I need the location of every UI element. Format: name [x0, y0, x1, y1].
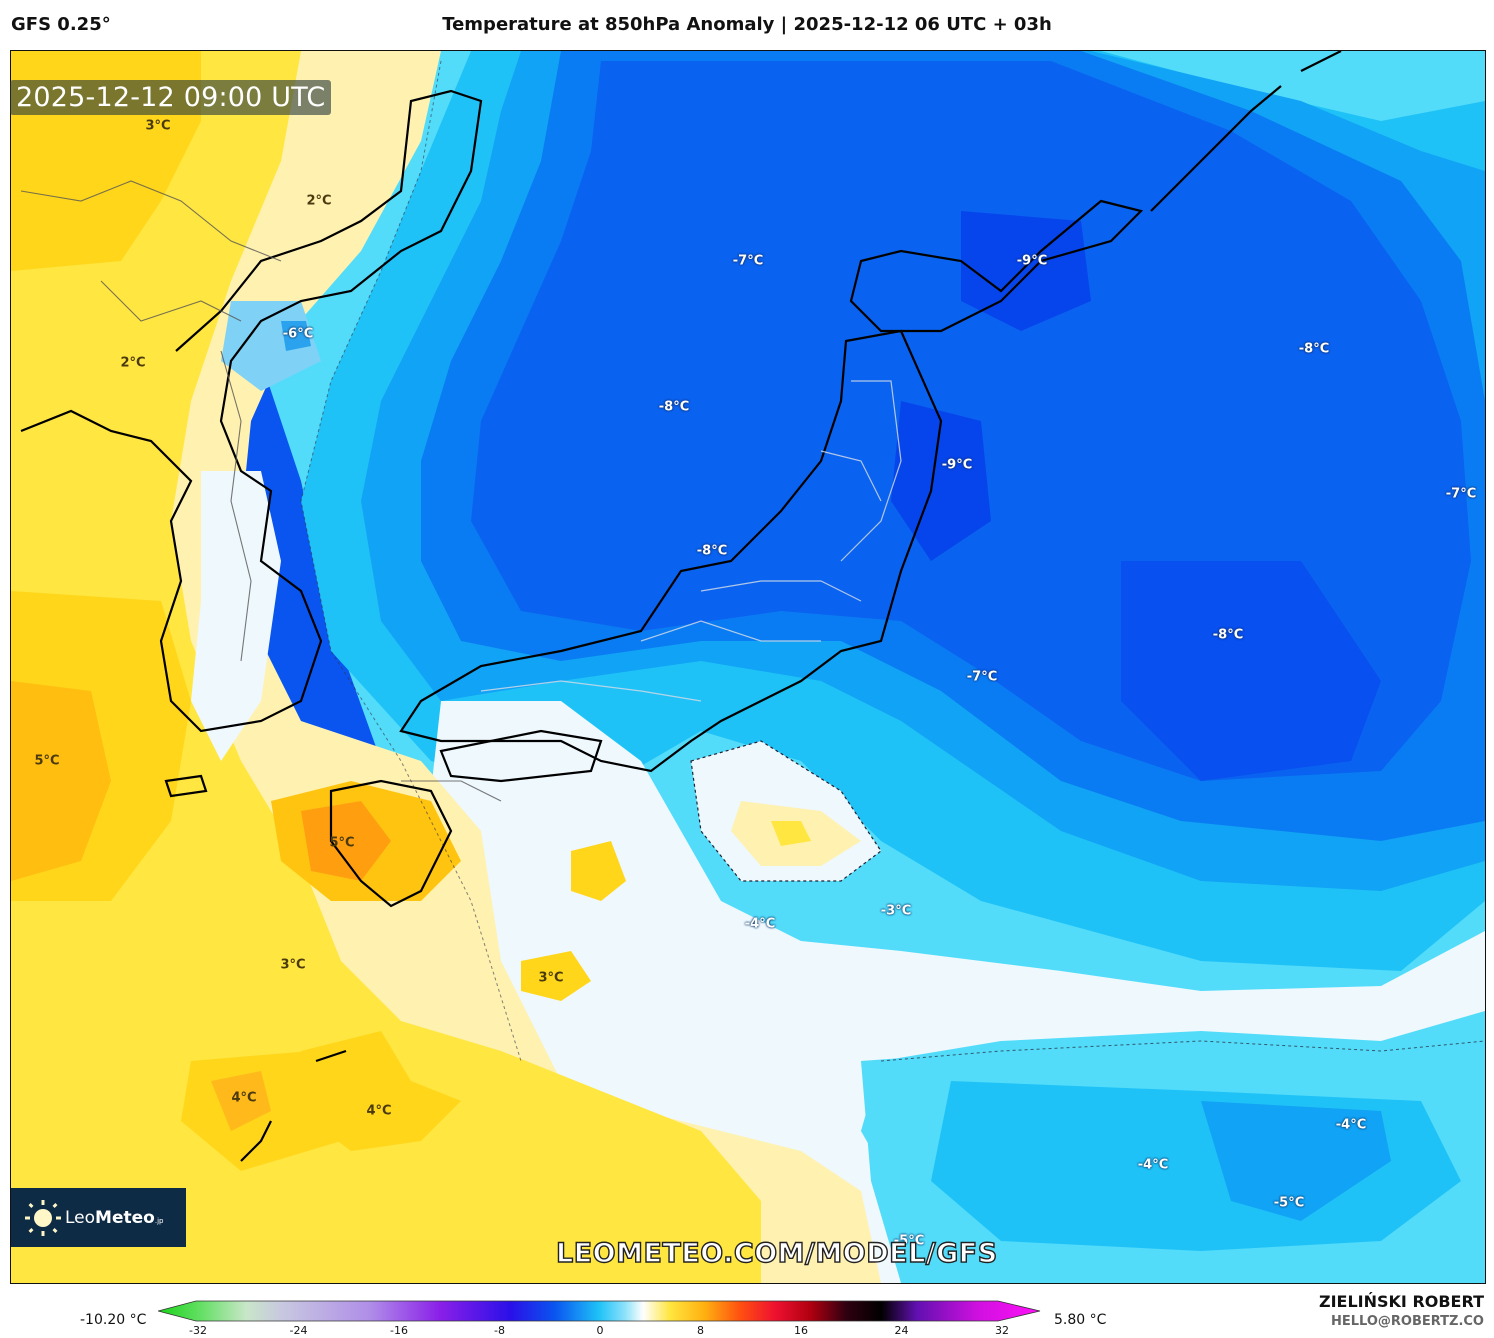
sun-icon — [25, 1199, 61, 1236]
isotherm-label: -6°C — [282, 326, 314, 342]
isotherm-label: 3°C — [280, 957, 306, 973]
colorbar-tick: 16 — [794, 1324, 808, 1337]
site-watermark: LEOMETEO.COM/MODEL/GFS — [555, 1237, 998, 1269]
isotherm-label: -7°C — [1445, 486, 1477, 502]
isotherm-label: -5°C — [893, 1233, 925, 1249]
isotherm-label: 3°C — [145, 118, 171, 134]
isotherm-label: 5°C — [329, 835, 355, 851]
isotherm-label: 4°C — [366, 1103, 392, 1119]
isotherm-label: 2°C — [120, 355, 146, 371]
colorbar — [158, 1300, 1041, 1322]
colorbar-tick: -24 — [289, 1324, 308, 1337]
isotherm-label: 2°C — [306, 193, 332, 209]
logo-text: LeoMeteo.jp — [65, 1207, 164, 1228]
chart-title: Temperature at 850hPa Anomaly | 2025-12-… — [442, 14, 1052, 35]
colorbar-max-label: 5.80 °C — [1054, 1312, 1107, 1328]
isotherm-label: 3°C — [538, 970, 564, 986]
isotherm-label: -8°C — [1298, 341, 1330, 357]
colorbar-tick: -16 — [390, 1324, 408, 1337]
valid-time-badge: 2025-12-12 09:00 UTC — [10, 80, 332, 115]
isotherm-label: -4°C — [744, 916, 776, 932]
isotherm-label: -3°C — [880, 903, 912, 919]
author-email[interactable]: HELLO@ROBERTZ.CO — [1330, 1314, 1484, 1329]
colorbar-tick: 8 — [697, 1324, 704, 1337]
colorbar-tick: -32 — [189, 1324, 207, 1337]
isotherm-label: -5°C — [1273, 1195, 1305, 1211]
leometeo-logo[interactable]: LeoMeteo.jp — [11, 1188, 186, 1247]
isotherm-label: -8°C — [658, 399, 690, 415]
isotherm-label: -4°C — [1335, 1117, 1367, 1133]
isotherm-label: 5°C — [34, 753, 60, 769]
isotherm-label: 4°C — [231, 1090, 257, 1106]
anomaly-map: 3°C 2°C 2°C -6°C -7°C -9°C -8°C -8°C -9°C -7°C -8°… — [10, 50, 1486, 1284]
contour-field — [11, 51, 1485, 1283]
isotherm-label: -4°C — [1137, 1157, 1169, 1173]
colorbar-min-label: -10.20 °C — [80, 1312, 147, 1328]
isotherm-label: -9°C — [941, 457, 973, 473]
colorbar-tick: -8 — [494, 1324, 505, 1337]
model-label: GFS 0.25° — [11, 14, 111, 35]
isotherm-label: -9°C — [1016, 253, 1048, 269]
isotherm-label: -8°C — [1212, 627, 1244, 643]
isotherm-label: -7°C — [966, 669, 998, 685]
colorbar-tick: 0 — [596, 1324, 604, 1337]
colorbar-tick: 32 — [995, 1324, 1009, 1337]
isotherm-label: -8°C — [696, 543, 728, 559]
isotherm-label: -7°C — [732, 253, 764, 269]
author-credit: ZIELIŃSKI ROBERT — [1318, 1292, 1484, 1311]
colorbar-tick: 24 — [894, 1324, 909, 1337]
